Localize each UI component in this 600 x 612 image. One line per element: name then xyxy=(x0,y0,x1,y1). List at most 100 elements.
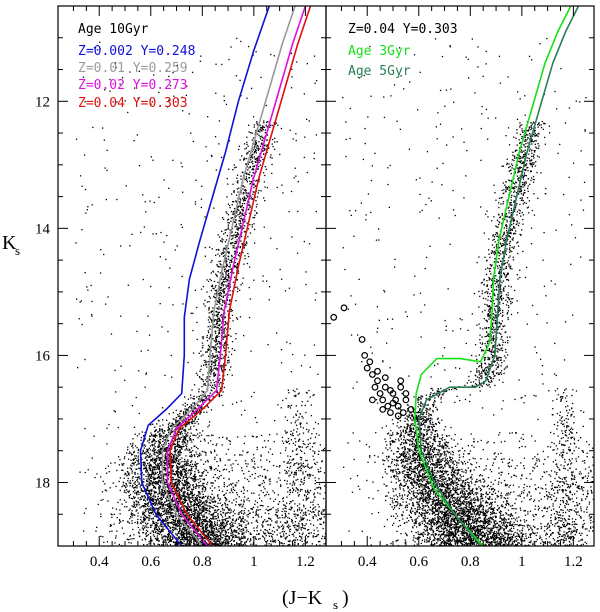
field-star xyxy=(218,385,220,387)
field-star xyxy=(148,519,150,521)
field-star xyxy=(228,273,230,275)
field-star xyxy=(183,484,185,487)
field-star xyxy=(164,447,167,449)
field-star xyxy=(242,220,244,222)
field-star xyxy=(168,534,170,537)
field-star xyxy=(253,179,255,182)
field-star xyxy=(185,537,187,540)
field-star xyxy=(191,492,193,494)
field-star xyxy=(242,251,244,254)
field-star xyxy=(159,451,162,453)
field-star xyxy=(264,537,266,539)
field-star xyxy=(219,287,221,290)
field-star xyxy=(242,537,244,539)
field-star xyxy=(229,369,231,371)
field-star xyxy=(220,367,223,369)
field-star xyxy=(168,507,170,509)
field-star xyxy=(202,472,204,474)
field-star xyxy=(203,537,206,540)
field-star xyxy=(176,481,178,483)
field-star xyxy=(128,495,130,497)
field-star xyxy=(233,272,235,274)
field-star xyxy=(162,419,164,421)
field-star xyxy=(250,543,252,545)
field-star xyxy=(161,524,163,526)
field-star xyxy=(216,342,219,345)
field-star xyxy=(157,446,160,448)
field-star xyxy=(132,484,134,486)
field-star xyxy=(196,515,198,517)
field-star xyxy=(182,495,184,497)
field-star xyxy=(153,479,155,481)
field-star xyxy=(174,461,176,463)
field-star xyxy=(153,466,155,469)
field-star xyxy=(240,206,242,208)
field-star xyxy=(158,466,160,468)
field-star xyxy=(181,420,183,422)
field-star xyxy=(209,467,212,469)
field-star xyxy=(179,497,181,500)
field-star xyxy=(162,539,165,541)
field-star xyxy=(148,467,150,469)
field-star xyxy=(159,438,161,441)
field-star xyxy=(207,361,210,363)
field-star xyxy=(265,124,267,126)
field-star xyxy=(157,500,160,502)
field-star xyxy=(213,356,215,358)
field-star xyxy=(267,540,269,542)
field-star xyxy=(149,435,151,438)
field-star xyxy=(220,307,222,309)
field-star xyxy=(224,278,226,280)
field-star xyxy=(247,523,249,525)
field-star xyxy=(195,517,197,519)
field-star xyxy=(146,503,148,505)
field-star xyxy=(299,516,302,518)
field-star xyxy=(220,282,223,284)
field-star xyxy=(218,293,220,295)
field-star xyxy=(229,540,231,542)
field-star xyxy=(178,466,180,469)
field-star xyxy=(193,538,195,540)
field-star xyxy=(220,364,222,367)
field-star xyxy=(159,428,161,431)
field-star xyxy=(196,411,198,414)
field-star xyxy=(195,416,198,418)
field-star xyxy=(108,471,110,473)
field-star xyxy=(225,518,227,520)
field-star xyxy=(240,226,242,228)
field-star xyxy=(220,326,222,328)
field-star xyxy=(168,425,170,427)
field-star xyxy=(135,485,138,487)
field-star xyxy=(253,191,255,193)
field-star xyxy=(244,243,246,245)
field-star xyxy=(210,529,212,531)
field-star xyxy=(179,540,181,542)
field-star xyxy=(216,310,218,313)
field-star xyxy=(259,124,261,126)
field-star xyxy=(224,369,226,371)
field-star xyxy=(160,476,162,478)
field-star xyxy=(179,422,181,424)
field-star xyxy=(146,470,149,472)
field-star xyxy=(172,418,174,420)
field-star xyxy=(229,294,232,296)
field-star xyxy=(253,183,255,186)
field-star xyxy=(157,440,160,442)
field-star xyxy=(146,486,149,488)
field-star xyxy=(223,346,225,348)
field-star xyxy=(194,445,196,447)
field-star xyxy=(118,543,120,546)
field-star xyxy=(204,362,206,364)
field-star xyxy=(223,486,225,488)
field-star xyxy=(129,508,131,510)
field-star xyxy=(194,501,196,503)
field-star xyxy=(136,503,138,505)
field-star xyxy=(157,455,159,457)
field-star xyxy=(196,521,198,523)
field-star xyxy=(183,538,185,540)
field-star xyxy=(213,365,215,367)
field-star xyxy=(161,428,163,430)
field-star xyxy=(143,478,145,480)
field-star xyxy=(244,526,246,529)
field-star xyxy=(153,474,155,476)
